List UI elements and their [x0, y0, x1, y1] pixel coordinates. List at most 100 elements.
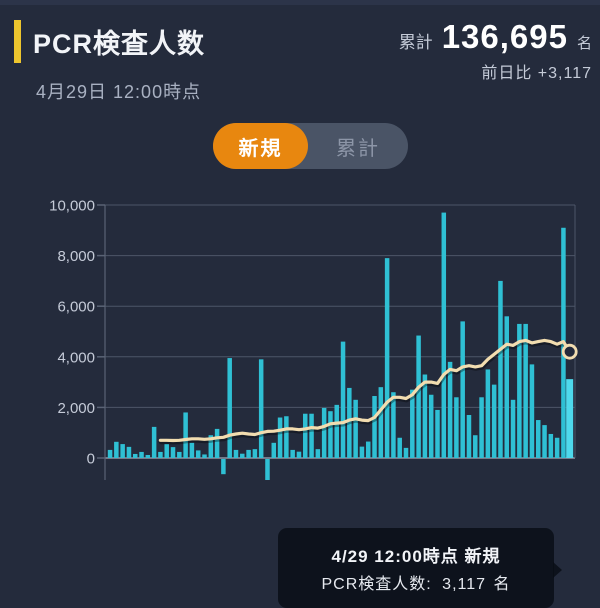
y-axis-label: 10,000: [49, 198, 95, 215]
tooltip-body-value: 3,117: [442, 576, 487, 593]
bar[interactable]: [114, 441, 119, 458]
bar[interactable]: [303, 413, 308, 458]
bar[interactable]: [334, 404, 339, 458]
bar[interactable]: [397, 437, 402, 458]
bar[interactable]: [548, 433, 554, 458]
total-label: 累計: [398, 33, 433, 52]
bar[interactable]: [132, 453, 138, 458]
bar[interactable]: [246, 449, 251, 458]
bar[interactable]: [296, 451, 302, 458]
title-accent-bar: [14, 20, 21, 63]
bar[interactable]: [189, 442, 195, 458]
bar[interactable]: [208, 435, 214, 458]
bar[interactable]: [403, 447, 409, 458]
bar[interactable]: [391, 392, 396, 458]
bar[interactable]: [170, 447, 176, 458]
bar[interactable]: [365, 441, 371, 458]
bar[interactable]: [529, 364, 535, 458]
chart-tooltip: 4/29 12:00時点 新規 PCR検査人数: 3,117 名: [278, 528, 562, 608]
bar[interactable]: [410, 389, 415, 458]
bar[interactable]: [315, 449, 321, 458]
bar[interactable]: [321, 407, 327, 458]
bar[interactable]: [139, 451, 144, 458]
bar[interactable]: [466, 414, 472, 458]
bar[interactable]: [535, 420, 541, 458]
bar[interactable]: [126, 446, 132, 458]
bar[interactable]: [428, 394, 434, 458]
bar[interactable]: [195, 450, 201, 458]
bar[interactable]: [145, 454, 151, 458]
bar[interactable]: [277, 417, 283, 458]
bar[interactable]: [290, 449, 295, 458]
cumulative-stats: 累計 136,695 名 前日比 +3,117: [399, 18, 592, 83]
bar[interactable]: [353, 399, 358, 458]
bar[interactable]: [517, 323, 522, 458]
bar[interactable]: [378, 387, 384, 458]
day-over-day-diff: 前日比 +3,117: [481, 65, 592, 82]
toggle-new-button[interactable]: 新規: [213, 123, 308, 169]
bar[interactable]: [221, 459, 226, 475]
bar[interactable]: [328, 411, 333, 458]
bar[interactable]: [107, 449, 113, 458]
bar[interactable]: [479, 397, 484, 458]
bar[interactable]: [258, 359, 264, 458]
bar[interactable]: [416, 335, 421, 458]
bar[interactable]: [309, 413, 314, 458]
bar[interactable]: [435, 409, 440, 458]
total-value: 136,695: [441, 18, 568, 55]
y-axis-label: 2,000: [57, 400, 95, 417]
toggle-cumulative-button[interactable]: 累計: [308, 123, 408, 169]
as-of-date: 4月29日 12:00時点: [36, 82, 202, 102]
bar[interactable]: [422, 374, 428, 458]
bar[interactable]: [120, 444, 125, 458]
bar[interactable]: [460, 321, 465, 458]
bar[interactable]: [372, 396, 377, 458]
bar[interactable]: [158, 451, 163, 458]
bar[interactable]: [504, 316, 510, 458]
bar[interactable]: [177, 451, 182, 458]
bar[interactable]: [347, 387, 352, 458]
bar[interactable]: [202, 454, 207, 458]
bar[interactable]: [359, 446, 365, 458]
bar[interactable]: [485, 369, 491, 458]
bar[interactable]: [265, 459, 270, 480]
bar[interactable]: [240, 453, 245, 458]
bar[interactable]: [561, 227, 566, 458]
y-axis-label: 4,000: [57, 349, 95, 366]
bar[interactable]: [227, 358, 232, 458]
chart-bars-layer: 0 2,000 4,000 6,000 8,000 10,000: [49, 198, 576, 480]
bar[interactable]: [454, 397, 459, 458]
page-title: PCR検査人数: [33, 29, 206, 59]
bar[interactable]: [491, 384, 497, 458]
tooltip-body-unit: 名: [493, 576, 511, 593]
bar[interactable]: [441, 212, 447, 458]
top-strip: [0, 0, 600, 5]
bar[interactable]: [252, 449, 258, 458]
tooltip-title: 4/29 12:00時点 新規: [331, 547, 501, 566]
y-axis-label: 6,000: [57, 299, 95, 316]
bar[interactable]: [554, 437, 560, 458]
cumulative-total-row: 累計 136,695 名: [399, 18, 592, 56]
bar[interactable]: [523, 323, 528, 458]
bar[interactable]: [233, 449, 239, 458]
bar[interactable]: [498, 280, 503, 458]
y-axis-label: 0: [87, 451, 95, 468]
bar[interactable]: [284, 416, 289, 458]
bar[interactable]: [473, 435, 478, 458]
bar[interactable]: [271, 442, 277, 458]
bar-active-4-29[interactable]: [566, 379, 574, 458]
pcr-tests-chart: 0 2,000 4,000 6,000 8,000 10,000 4/29 12:00時点…: [0, 190, 600, 608]
total-unit: 名: [576, 35, 592, 52]
new-cumulative-toggle: 新規 累計: [213, 123, 408, 169]
bar[interactable]: [164, 444, 169, 458]
y-axis-label: 8,000: [57, 248, 95, 265]
bar[interactable]: [542, 425, 547, 458]
bar[interactable]: [151, 426, 157, 458]
bar[interactable]: [183, 412, 188, 458]
bar[interactable]: [340, 341, 346, 458]
tooltip-body-label: PCR検査人数:: [321, 576, 432, 593]
bar[interactable]: [214, 428, 220, 458]
bar[interactable]: [384, 258, 390, 458]
bar[interactable]: [510, 399, 516, 458]
bar[interactable]: [447, 361, 453, 458]
